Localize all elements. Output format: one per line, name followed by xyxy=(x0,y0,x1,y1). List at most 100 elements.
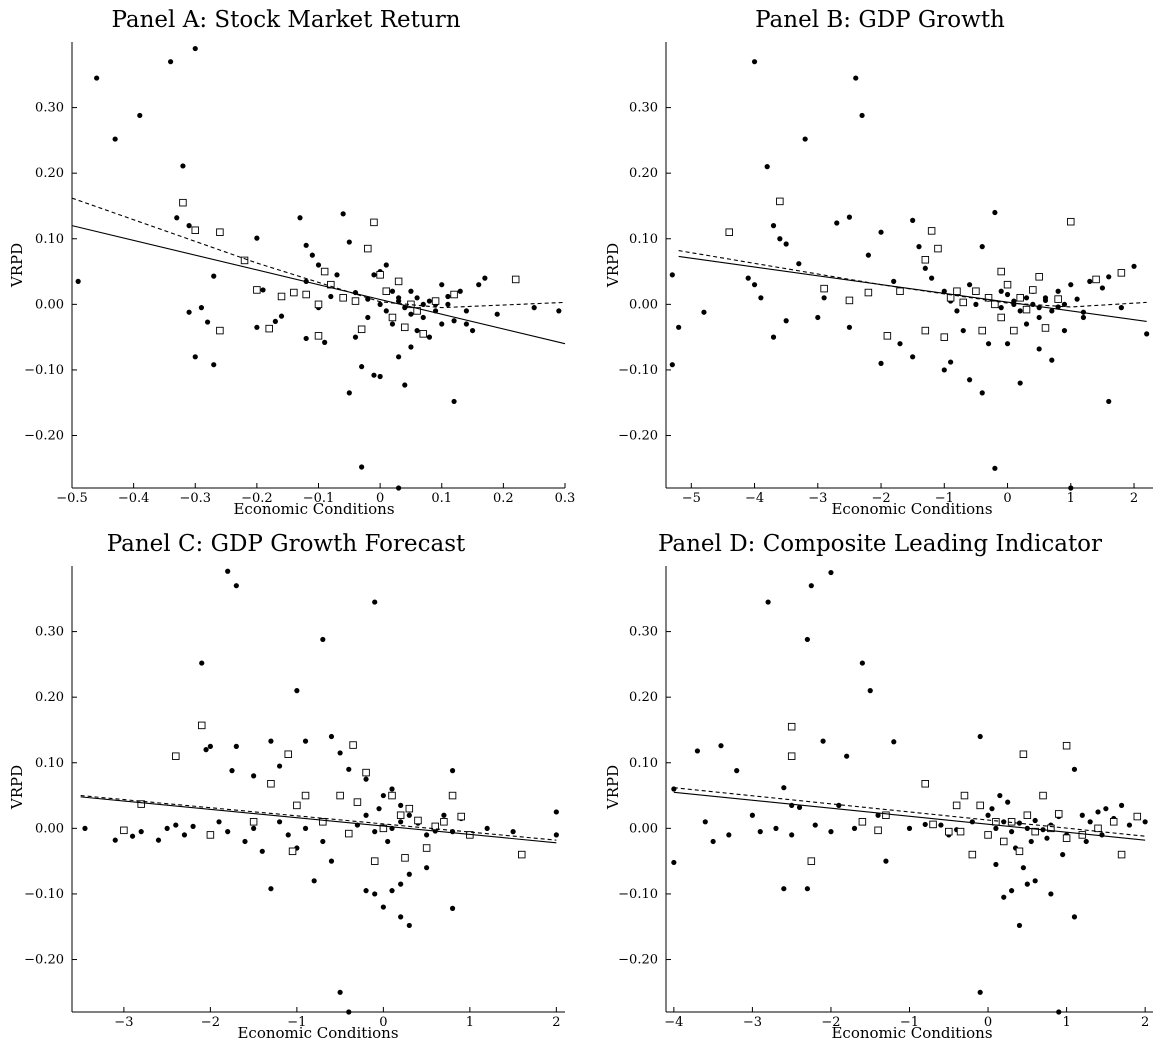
panel-d-square-point xyxy=(921,780,929,788)
panel-b-square-point xyxy=(921,326,930,335)
panel-b-dot-point xyxy=(1042,297,1049,304)
panel-d-square-point xyxy=(976,801,984,810)
panel-d-dot-point xyxy=(781,785,787,791)
panel-b-dot-point xyxy=(992,465,998,471)
panel-c-dot-point xyxy=(285,832,291,838)
panel-d-dot-point xyxy=(804,886,810,892)
panel-b-dot-point xyxy=(878,360,884,366)
panel-a-dot-point xyxy=(168,59,174,65)
panel-d-dot-point xyxy=(702,819,708,825)
panel-c-y-tick-label: 0.30 xyxy=(35,625,64,640)
panel-d-dot-point xyxy=(808,583,814,589)
panel-b-x-tick-label: 1 xyxy=(1067,491,1075,506)
panel-d-dot-point xyxy=(993,825,999,831)
panel-d-dot-point xyxy=(1071,766,1078,772)
panel-d-dot-point xyxy=(875,812,881,818)
panel-a-square-point xyxy=(370,218,378,227)
panel-b-dot-point xyxy=(897,341,903,347)
panel-d-dot-point xyxy=(891,739,897,745)
panel-c-square-point xyxy=(172,752,180,760)
panel-a-dot-point xyxy=(192,45,198,52)
panel-b-dot-point xyxy=(745,275,751,281)
panel-d-dot-point xyxy=(789,832,795,838)
panel-d-dot-point xyxy=(867,688,873,694)
panel-d-dot-point xyxy=(1126,822,1133,828)
panel-a-dot-point xyxy=(408,344,414,350)
panel-d-dot-point xyxy=(765,599,771,605)
panel-b-square-point xyxy=(921,256,930,264)
panel-b-xlabel: Economic Conditions xyxy=(831,500,992,518)
panel-a-dot-point xyxy=(451,318,457,324)
panel-c-square-point xyxy=(345,829,353,838)
panel-c-dot-point xyxy=(129,833,136,839)
panel-a-dot-point xyxy=(420,314,426,321)
panel-b-dot-point xyxy=(859,112,865,119)
panel-b-dot-point xyxy=(846,324,853,330)
panel-c-square-point xyxy=(293,801,301,810)
panel-a-x-tick-label: −0.5 xyxy=(56,491,88,506)
panel-a-dot-point xyxy=(365,314,371,321)
panel-b-x-tick-label: −2 xyxy=(871,491,890,506)
panel-c-dot-point xyxy=(320,636,326,643)
panel-a-square-point xyxy=(382,287,391,295)
panel-c-dot-point xyxy=(251,773,257,779)
panel-a-dot-point xyxy=(383,308,389,314)
panel-a-dot-point xyxy=(556,308,562,314)
panel-c-y-tick-label: −0.10 xyxy=(24,887,64,902)
panel-c-dashed-fit-line xyxy=(80,795,557,841)
panel-d-dot-point xyxy=(1024,881,1030,887)
panel-c-dot-point xyxy=(441,812,447,818)
panel-c-dot-point xyxy=(225,568,231,574)
panel-a-dot-point xyxy=(457,288,463,294)
panel-a-square-point xyxy=(179,198,187,207)
panel-d-y-tick-label: 0.10 xyxy=(629,756,658,771)
panel-a-dot-point xyxy=(396,354,402,360)
panel-d-dot-point xyxy=(757,829,763,835)
panel-d-dot-point xyxy=(851,825,858,831)
panel-c-dot-point xyxy=(449,905,456,911)
panel-c-square-point xyxy=(362,768,370,777)
panel-a-square-point xyxy=(351,297,360,305)
panel-b-dot-point xyxy=(1061,301,1068,307)
panel-a-dot-point xyxy=(408,311,414,317)
panel-b-dot-point xyxy=(815,314,821,321)
panel-a-x-tick-label: −0.1 xyxy=(303,491,335,506)
panel-a-dot-point xyxy=(346,239,352,245)
panel-a-square-point xyxy=(290,288,298,297)
panel-c-x-tick-label: 0 xyxy=(379,1015,387,1030)
panel-b-dot-point xyxy=(1087,278,1093,284)
panel-a-dot-point xyxy=(402,305,408,311)
panel-b-dot-point xyxy=(1131,263,1137,269)
panel-c-dot-point xyxy=(328,733,335,740)
panel-c-dot-point xyxy=(302,738,309,744)
panel-d-dot-point xyxy=(1083,838,1089,845)
panel-d: Panel D: Composite Leading Indicator VRP… xyxy=(604,531,1153,1042)
panel-d-dot-point xyxy=(1142,819,1148,825)
panel-d-square-point xyxy=(1019,750,1028,758)
panel-d-square-point xyxy=(1062,741,1071,750)
panel-a-ylabel: VRPD xyxy=(8,243,26,288)
panel-a-dot-point xyxy=(414,295,420,301)
panel-a-square-point xyxy=(357,325,366,334)
panel-a-dot-point xyxy=(211,362,217,368)
panel-a-dot-point xyxy=(346,390,352,396)
panel-d-square-point xyxy=(1117,850,1126,859)
panel-b-y-tick-label: 0.00 xyxy=(629,297,658,312)
panel-d-dot-point xyxy=(985,812,991,818)
panel-b-square-point xyxy=(991,300,999,309)
panel-b-square-point xyxy=(776,197,784,206)
panel-d-square-point xyxy=(858,818,867,826)
panel-a-dot-point xyxy=(396,298,402,304)
panel-a-square-point xyxy=(419,330,428,338)
panel-b-square-point xyxy=(927,227,936,235)
panel-a-dot-point xyxy=(451,398,457,405)
panel-d-dot-point xyxy=(671,859,677,866)
panel-a-square-point xyxy=(376,271,384,279)
panel-c-dot-point xyxy=(337,989,343,995)
panel-d-dot-point xyxy=(1009,829,1015,835)
panel-c-dot-point xyxy=(398,914,404,920)
panel-a-dot-point xyxy=(439,321,445,327)
panel-b-dot-point xyxy=(701,309,707,315)
panel-a-dot-point xyxy=(112,136,118,142)
panel-d-dot-point xyxy=(1056,1009,1062,1015)
